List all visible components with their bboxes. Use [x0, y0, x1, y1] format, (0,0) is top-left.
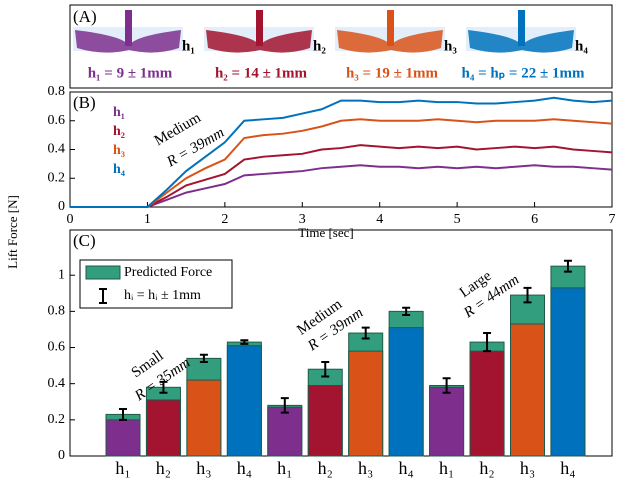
series-line	[70, 145, 612, 207]
legend-swatch	[86, 266, 120, 279]
x-tick-label: h₃	[196, 458, 211, 478]
x-tick-label: h₁	[115, 458, 130, 478]
image-tag: h₃	[444, 38, 457, 54]
y-tick-label: 0.6	[48, 113, 66, 128]
shaft-image	[518, 10, 525, 46]
measured-bar	[268, 407, 302, 456]
panel-label: (A)	[73, 7, 97, 26]
x-tick-label: h₁	[277, 458, 292, 478]
y-tick-label: 0.4	[48, 376, 66, 391]
x-tick-label: h₄	[237, 458, 252, 478]
y-tick-label: 0.8	[48, 84, 66, 99]
image-caption: h₁ = 9 ± 1mm	[88, 65, 173, 81]
measured-bar	[511, 324, 545, 456]
measured-bar	[308, 385, 342, 456]
figure: (A) Lift Force [N] h₁ h₁ = 9 ± 1mm h₂ h₂ = …	[0, 0, 624, 482]
image-tag: h₄	[575, 38, 588, 54]
x-tick-label: h₂	[479, 458, 494, 478]
axes-frame	[70, 92, 612, 207]
x-tick-label: 1	[144, 212, 151, 227]
y-tick-label: 0.8	[48, 304, 66, 319]
x-tick-label: h₄	[560, 458, 575, 478]
measured-bar	[389, 328, 423, 456]
image-tag: h₁	[182, 38, 195, 54]
panel-label: (B)	[73, 93, 96, 112]
x-tick-label: h₃	[520, 458, 535, 478]
y-tick-label: 0.2	[48, 170, 66, 185]
series-line	[70, 98, 612, 207]
series-line	[70, 119, 612, 207]
series-line	[70, 165, 612, 207]
x-tick-label: h₂	[318, 458, 333, 478]
measured-bar	[146, 400, 180, 456]
legend-label: h₂	[113, 124, 125, 139]
legend-label: Predicted Force	[124, 265, 212, 280]
x-axis-title: Time [sec]	[298, 225, 354, 240]
y-tick-label: 0	[58, 199, 65, 214]
legend-label: h₁	[113, 105, 125, 120]
legend-label: h₃	[113, 143, 125, 158]
legend-label: hᵢ = hᵢ ± 1mm	[124, 288, 201, 303]
legend-label: h₄	[113, 162, 126, 177]
x-tick-label: h₃	[358, 458, 373, 478]
y-tick-label: 0	[58, 448, 65, 463]
x-tick-label: 6	[531, 212, 538, 227]
y-axis-title: Lift Force [N]	[5, 195, 20, 269]
x-tick-label: 5	[454, 212, 461, 227]
measured-bar	[551, 288, 585, 456]
x-tick-label: 4	[376, 212, 383, 227]
x-tick-label: 2	[221, 212, 228, 227]
x-tick-label: h₁	[439, 458, 454, 478]
x-tick-label: h₄	[399, 458, 414, 478]
y-tick-label: 1	[58, 267, 65, 282]
panel-label: (C)	[73, 231, 96, 250]
measured-bar	[227, 346, 261, 456]
image-caption: h₄ = hₚ = 22 ± 1mm	[462, 65, 585, 81]
measured-bar	[470, 351, 504, 456]
x-tick-label: h₂	[156, 458, 171, 478]
measured-bar	[430, 387, 464, 456]
image-caption: h₂ = 14 ± 1mm	[215, 65, 308, 81]
shaft-image	[125, 10, 132, 46]
x-tick-label: 7	[609, 212, 616, 227]
shaft-image	[387, 10, 394, 46]
image-tag: h₂	[313, 38, 326, 54]
shaft-image	[256, 10, 263, 46]
image-caption: h₃ = 19 ± 1mm	[346, 65, 439, 81]
x-tick-label: 0	[67, 212, 74, 227]
measured-bar	[349, 351, 383, 456]
y-tick-label: 0.6	[48, 340, 66, 355]
y-tick-label: 0.4	[48, 142, 66, 157]
measured-bar	[106, 420, 140, 456]
y-tick-label: 0.2	[48, 412, 66, 427]
measured-bar	[187, 380, 221, 456]
